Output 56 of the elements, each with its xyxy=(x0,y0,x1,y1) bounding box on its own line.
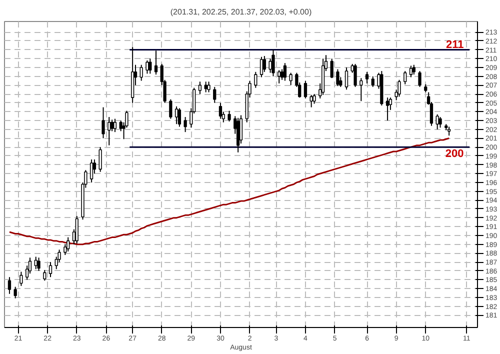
annotation: 211 xyxy=(446,38,464,51)
candlestick xyxy=(98,146,102,172)
candlestick xyxy=(280,68,284,80)
candlestick xyxy=(75,216,78,244)
candlestick xyxy=(66,236,70,252)
candlestick xyxy=(90,158,94,183)
candlestick xyxy=(178,108,182,128)
candlestick xyxy=(272,49,275,77)
candlestick xyxy=(418,70,422,88)
candlestick xyxy=(438,116,442,128)
candlestick xyxy=(146,60,149,74)
candlestick xyxy=(360,78,363,102)
chart-title: (201.31, 202.25, 201.37, 202.03, +0.00) xyxy=(170,8,312,16)
candlestick xyxy=(213,86,216,104)
candlestick xyxy=(198,81,202,95)
candlestick xyxy=(48,262,52,278)
candlestick xyxy=(169,98,172,120)
candlestick xyxy=(14,286,17,299)
candlestick xyxy=(304,80,308,99)
candlestick xyxy=(110,119,114,132)
candlestick xyxy=(43,270,46,282)
candlestick xyxy=(254,71,258,88)
candlestick xyxy=(207,81,210,93)
candlestick xyxy=(148,58,152,74)
candlestick xyxy=(330,58,334,79)
candlestick xyxy=(154,50,158,76)
candlestick xyxy=(278,70,281,84)
candlestick xyxy=(283,62,287,82)
candlestick xyxy=(409,65,413,78)
candlestick xyxy=(336,68,340,87)
candlestick xyxy=(113,118,117,133)
candlestick xyxy=(386,97,390,122)
candlestick xyxy=(108,116,111,146)
candlestick xyxy=(174,106,178,125)
candlestick xyxy=(20,271,23,286)
candlestick xyxy=(262,55,266,72)
candlestick xyxy=(37,257,40,272)
candlestick xyxy=(344,66,348,90)
candlestick xyxy=(371,76,374,88)
candlestick xyxy=(184,116,187,133)
candlestick xyxy=(102,106,105,139)
candlestick xyxy=(260,56,264,78)
candlestick xyxy=(8,276,12,294)
annotation: 200 xyxy=(445,148,464,160)
candlestick xyxy=(354,63,357,88)
candlestick xyxy=(140,64,143,82)
candlestick xyxy=(312,94,316,104)
candlestick xyxy=(289,72,292,86)
candlestick xyxy=(228,110,231,122)
candlestick xyxy=(236,117,240,153)
candlestick xyxy=(412,64,416,76)
candlestick xyxy=(268,58,272,74)
candlestick xyxy=(398,79,401,98)
candlestick xyxy=(218,102,222,120)
candlestick xyxy=(365,71,369,84)
candlestick xyxy=(404,70,407,85)
